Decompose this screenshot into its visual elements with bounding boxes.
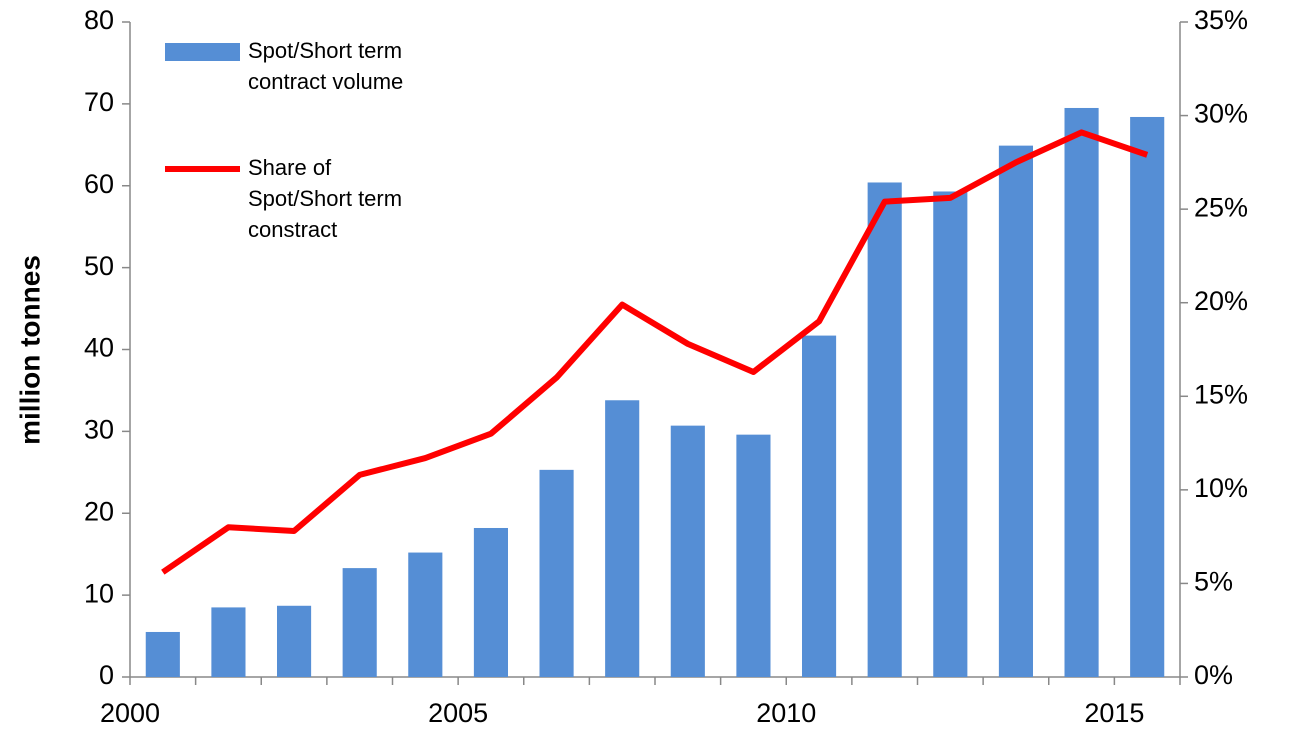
bar <box>802 335 837 677</box>
x-tick-label: 2015 <box>1084 698 1144 728</box>
y-tick-label: 60 <box>84 169 114 199</box>
bar <box>277 605 312 677</box>
y-axis-label: million tonnes <box>14 255 45 445</box>
bar <box>473 527 508 677</box>
bar <box>342 568 377 677</box>
x-tick-label: 2000 <box>100 698 160 728</box>
y-tick-label: 10 <box>84 578 114 608</box>
bar <box>670 425 705 677</box>
bar <box>933 191 968 677</box>
y-tick-label: 70 <box>84 87 114 117</box>
bar <box>1130 116 1165 678</box>
y-tick-label: 50 <box>84 251 114 281</box>
legend-swatch <box>165 43 240 61</box>
y2-tick-label: 10% <box>1194 473 1248 503</box>
y-tick-label: 40 <box>84 333 114 363</box>
y2-tick-label: 15% <box>1194 379 1248 409</box>
y-tick-label: 80 <box>84 5 114 35</box>
bar <box>605 400 640 677</box>
y-tick-label: 30 <box>84 415 114 445</box>
y2-tick-label: 35% <box>1194 5 1248 35</box>
bar <box>1064 107 1099 677</box>
x-tick-label: 2010 <box>756 698 816 728</box>
y2-tick-label: 25% <box>1194 192 1248 222</box>
legend-label: Spot/Short term contract volume <box>248 38 403 94</box>
bar <box>539 469 574 677</box>
x-tick-label: 2005 <box>428 698 488 728</box>
y2-tick-label: 5% <box>1194 567 1233 597</box>
y2-tick-label: 0% <box>1194 660 1233 690</box>
line <box>161 129 1149 575</box>
y2-tick-label: 30% <box>1194 99 1248 129</box>
y-tick-label: 0 <box>99 660 114 690</box>
legend-label: Share of Spot/Short term constract <box>248 155 402 242</box>
bar <box>736 434 771 677</box>
bar <box>145 631 180 677</box>
y-tick-label: 20 <box>84 496 114 526</box>
bar <box>867 182 902 677</box>
bar <box>211 607 246 677</box>
y2-tick-label: 20% <box>1194 286 1248 316</box>
bar <box>408 552 443 677</box>
bar <box>998 145 1033 678</box>
